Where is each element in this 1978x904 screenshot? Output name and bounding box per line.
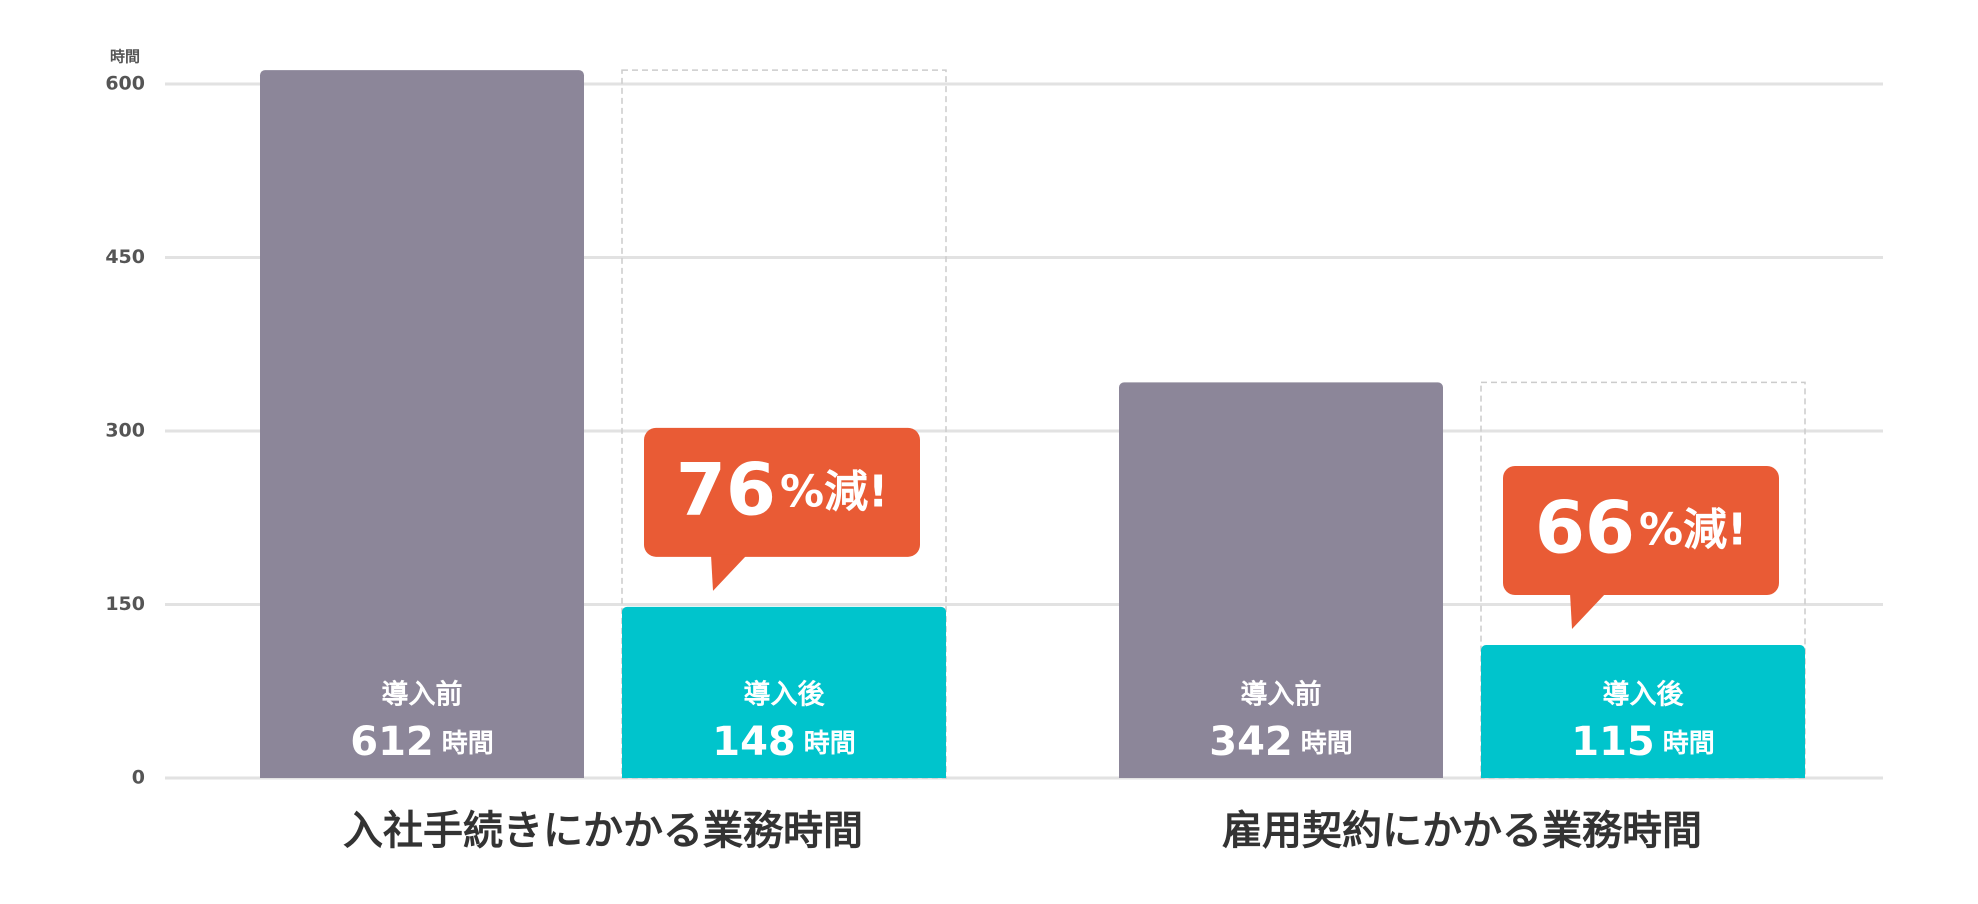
bar-value-label: 115 時間 <box>1571 719 1715 765</box>
bar-unit: 時間 <box>1663 729 1715 759</box>
reduction-value: 76 <box>676 447 776 531</box>
y-tick-label: 0 <box>132 767 145 789</box>
y-tick-label: 300 <box>105 420 145 442</box>
y-tick-label: 600 <box>105 73 145 95</box>
bar-unit: 時間 <box>804 729 856 759</box>
bar <box>260 70 584 779</box>
reduction-value: 66 <box>1535 485 1635 569</box>
reduction-suffix: %減! <box>780 466 888 517</box>
bar <box>1119 382 1443 778</box>
category-label: 入社手続きにかかる業務時間 <box>343 808 863 854</box>
bar-value-label: 342 時間 <box>1209 719 1353 765</box>
reduction-suffix: %減! <box>1639 504 1747 555</box>
bar <box>1481 644 1805 778</box>
bar-series-label: 導入後 <box>744 679 826 711</box>
bar <box>622 606 946 778</box>
bar-series-label: 導入前 <box>1241 679 1322 711</box>
callout-tail <box>1570 592 1606 629</box>
reduction-label: 76%減! <box>676 447 888 531</box>
bar-base <box>1481 772 1805 778</box>
bar-value: 342 <box>1209 719 1293 765</box>
callout-box <box>644 427 920 557</box>
bar-base <box>622 772 946 778</box>
bar-value-label: 148 時間 <box>712 719 856 765</box>
callout-tail <box>711 554 747 591</box>
y-axis-unit: 時間 <box>110 48 140 66</box>
bar-base <box>260 772 584 778</box>
y-tick-label: 450 <box>105 246 145 268</box>
category-label: 雇用契約にかかる業務時間 <box>1222 808 1702 854</box>
bar-series-label: 導入後 <box>1603 679 1685 711</box>
bar-value: 148 <box>712 719 796 765</box>
bar-series-label: 導入前 <box>382 679 463 711</box>
bar-base <box>1119 772 1443 778</box>
bar-unit: 時間 <box>442 729 494 759</box>
bar-value: 612 <box>350 719 434 765</box>
bar-unit: 時間 <box>1301 729 1353 759</box>
bar-value: 115 <box>1571 719 1655 765</box>
y-tick-label: 150 <box>105 593 145 615</box>
reduction-label: 66%減! <box>1535 485 1747 569</box>
callout-box <box>1503 465 1779 595</box>
bar-value-label: 612 時間 <box>350 719 494 765</box>
